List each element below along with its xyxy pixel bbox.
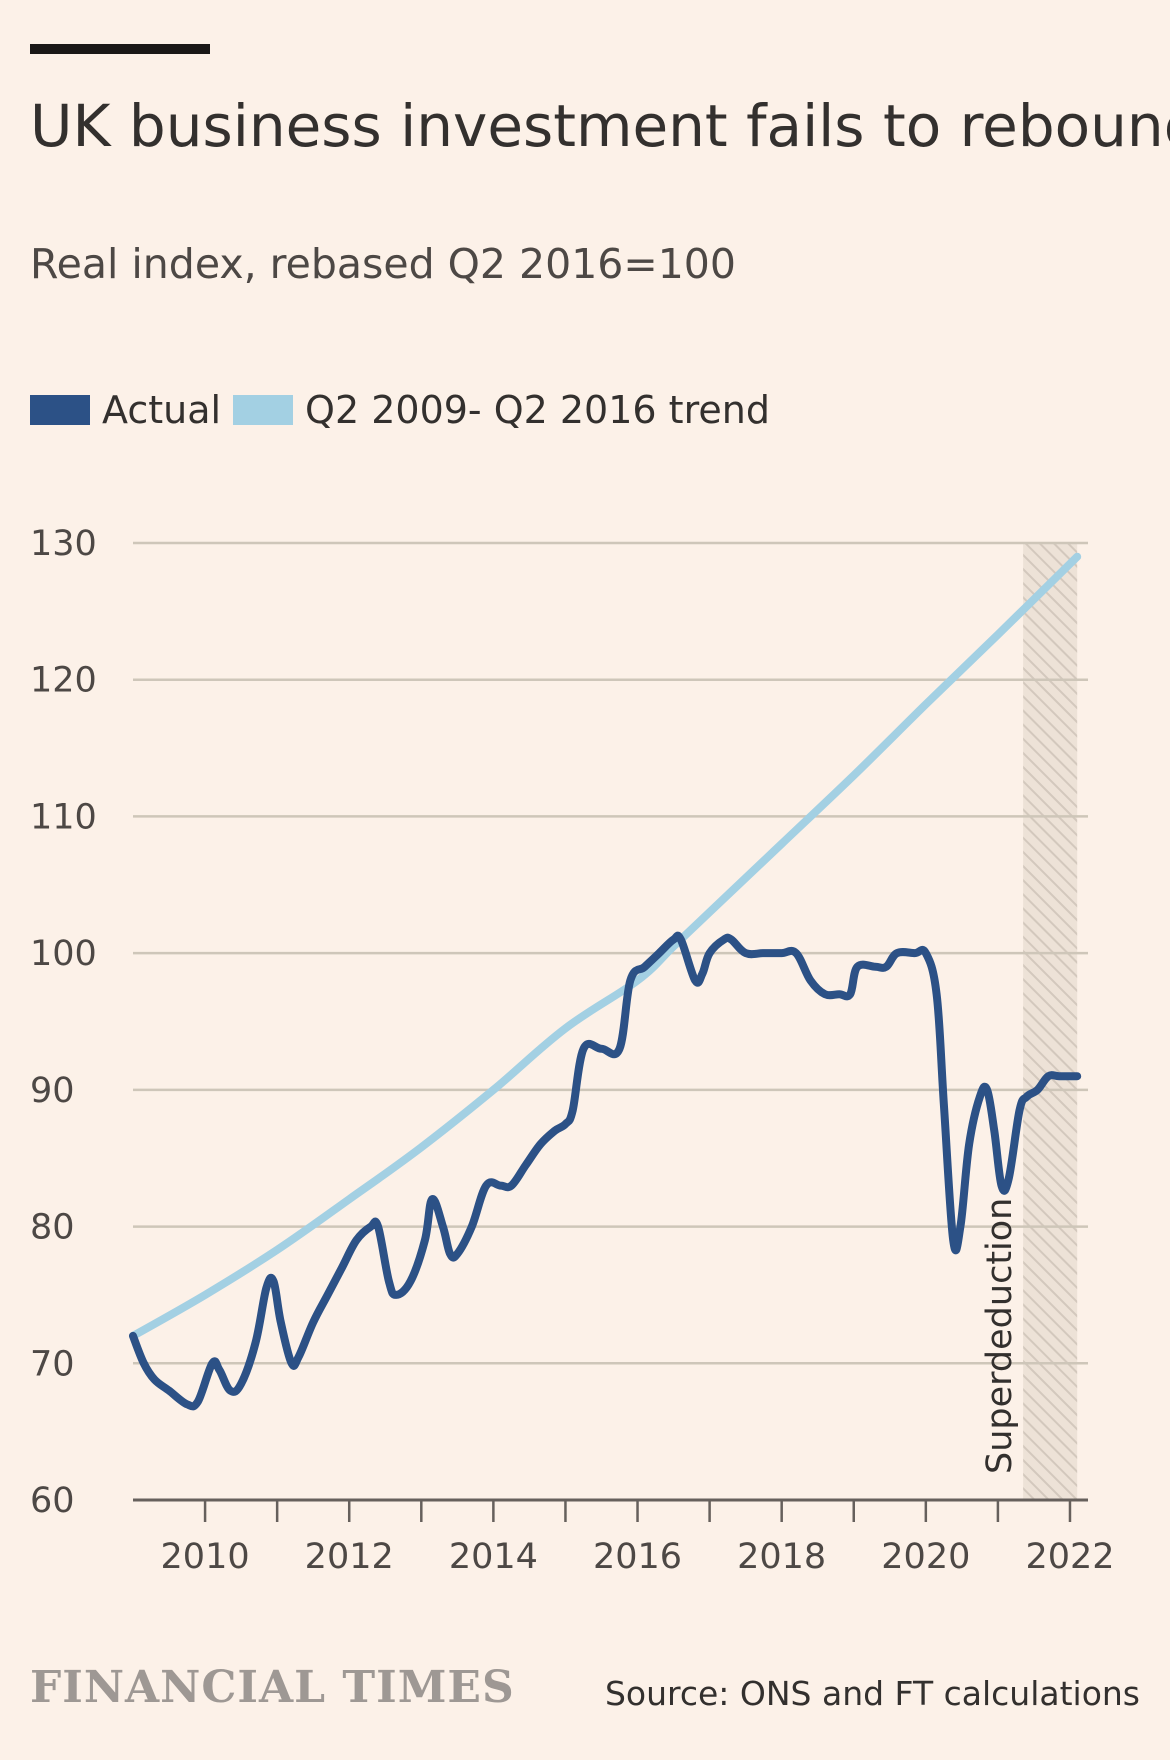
- legend-label-trend: Q2 2009- Q2 2016 trend: [305, 388, 770, 432]
- legend-label-actual: Actual: [102, 388, 222, 432]
- y-tick-label-130: 130: [30, 524, 97, 564]
- legend-item-actual: Actual: [30, 388, 221, 432]
- x-tick-label-2016: 2016: [593, 1537, 682, 1577]
- legend-swatch-actual: [30, 395, 90, 425]
- y-tick-label-60: 60: [30, 1481, 75, 1521]
- x-tick-label-2014: 2014: [449, 1537, 538, 1577]
- y-tick-label-100: 100: [30, 934, 97, 974]
- x-tick-label-2018: 2018: [737, 1537, 826, 1577]
- y-tick-label-120: 120: [30, 661, 97, 701]
- legend-item-trend: Q2 2009- Q2 2016 trend: [233, 388, 770, 432]
- x-tick-label-2010: 2010: [161, 1537, 250, 1577]
- source-note: Source: ONS and FT calculations: [604, 1674, 1140, 1713]
- brand-logo: FINANCIAL TIMES: [30, 1662, 515, 1713]
- x-tick-label-2012: 2012: [305, 1537, 394, 1577]
- x-tick-label-2020: 2020: [881, 1537, 970, 1577]
- chart-title: UK business investment fails to rebound: [30, 92, 1170, 160]
- series-line-trend: [129, 552, 1082, 1340]
- ft-top-rule: [30, 44, 210, 54]
- y-tick-label-80: 80: [30, 1208, 75, 1248]
- superdeduction-label: Superdeduction: [980, 1198, 1020, 1474]
- legend: Actual Q2 2009- Q2 2016 trend: [30, 380, 782, 440]
- y-tick-label-90: 90: [30, 1071, 75, 1111]
- superdeduction-band: [1023, 543, 1078, 1500]
- y-tick-label-70: 70: [30, 1344, 75, 1384]
- legend-swatch-trend: [233, 395, 294, 425]
- chart-subtitle: Real index, rebased Q2 2016=100: [30, 240, 736, 288]
- series-line-actual: [129, 931, 1082, 1411]
- y-tick-label-110: 110: [30, 797, 97, 837]
- x-tick-label-2022: 2022: [1025, 1537, 1114, 1577]
